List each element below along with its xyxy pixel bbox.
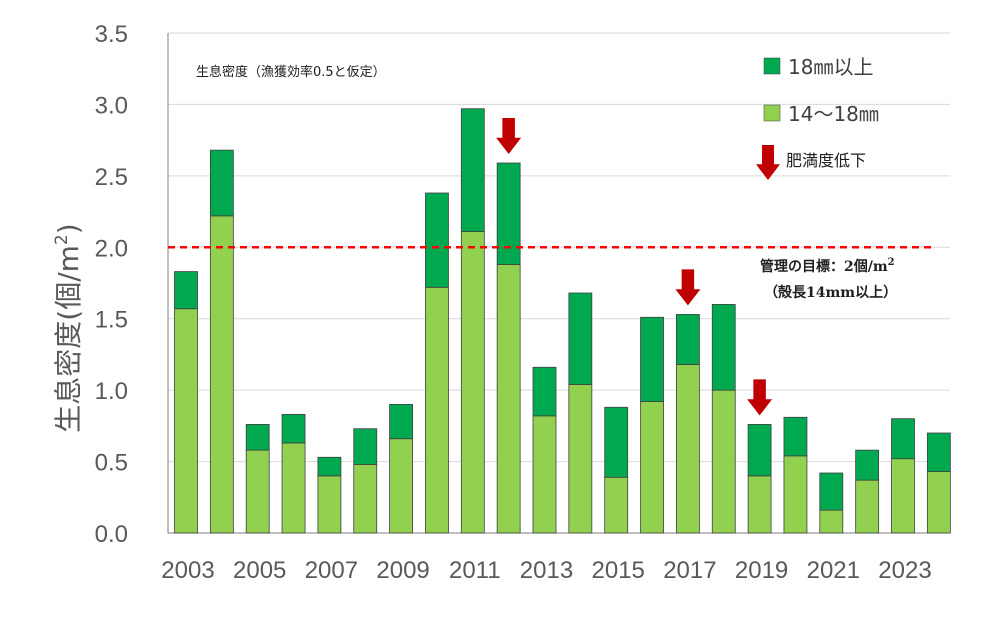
bar-upper-2013 [532,366,557,417]
bar-lower-2004 [209,215,234,534]
bar-upper-2022 [855,449,880,481]
bar-upper-2005 [245,424,270,451]
bar-upper-2015 [604,406,629,478]
bar-upper-2017 [676,314,700,365]
bar-lower-2011 [460,231,485,534]
bar-upper-2007 [317,456,342,477]
bar-lower-2016 [640,401,664,534]
bar-lower-2009 [389,438,414,534]
bar-lower-2008 [353,464,378,534]
y-tick-label: 1.0 [95,378,128,405]
gridlines [167,32,950,534]
bar-lower-2005 [245,449,270,534]
target-label-line2: （殻長14mm以上） [764,284,897,301]
legend-label-lower: 14～18㎜ [788,102,879,126]
bar-upper-2008 [353,428,378,465]
bar-upper-2012 [496,162,521,265]
bar-lower-2019 [747,475,772,534]
legend-swatch-lower [763,104,781,122]
x-tick-label: 2017 [663,557,716,584]
bar-lower-2024 [926,471,951,534]
arrow-down-icon [756,145,780,180]
bar-lower-2015 [604,476,629,534]
bar-upper-2021 [819,472,844,511]
bar-lower-2018 [711,389,736,534]
legend-label-arrow: 肥満度低下 [786,151,866,170]
x-tick-label: 2019 [735,557,788,584]
arrow-down-icon [747,379,773,416]
bar-upper-2016 [640,316,664,402]
bar-lower-2003 [174,308,198,534]
x-tick-label: 2023 [878,557,931,584]
bar-lower-2010 [425,286,449,534]
bar-upper-2018 [711,304,736,391]
bar-lower-2022 [855,479,880,534]
bar-upper-2004 [209,149,234,217]
bar-upper-2024 [926,432,951,472]
arrow-down-icon [675,269,701,306]
x-tick-label: 2005 [233,557,286,584]
legend-swatch-upper [763,57,781,75]
bar-lower-2014 [568,384,593,534]
bar-lower-2017 [676,364,700,534]
bars-group [174,108,951,534]
y-tick-label: 0.5 [95,450,128,477]
x-tick-label: 2013 [520,557,573,584]
y-tick-label: 2.0 [95,235,128,262]
y-tick-label: 1.5 [95,307,128,334]
bar-lower-2020 [783,455,808,534]
bar-lower-2021 [819,509,844,534]
y-tick-label: 3.0 [95,92,128,119]
bar-upper-2011 [460,108,485,232]
bar-upper-2009 [389,404,414,440]
arrow-down-icon [496,118,522,154]
x-tick-labels: 2003 2005 2007 2009 2011 2013 2015 2017 2019 2021… [161,557,931,584]
bar-upper-2014 [568,292,593,385]
bar-lower-2007 [317,475,342,534]
y-tick-labels: 0.0 0.5 1.0 1.5 2.0 2.5 3.0 3.5 [95,21,128,548]
bar-upper-2010 [425,192,449,288]
bar-lower-2012 [496,264,521,534]
bar-upper-2023 [891,418,915,460]
x-tick-label: 2007 [305,557,358,584]
x-tick-label: 2003 [161,557,214,584]
x-tick-label: 2021 [807,557,860,584]
bar-upper-2006 [281,414,306,444]
bar-lower-2013 [532,415,557,534]
y-tick-label: 2.5 [95,164,128,191]
bar-upper-2003 [174,271,198,310]
legend: 18㎜以上 14～18㎜ 肥満度低下 [756,55,879,180]
bar-lower-2006 [281,442,306,534]
y-tick-label: 3.5 [95,21,128,48]
y-tick-label: 0.0 [95,521,128,548]
y-axis-label: 生息密度(個/m2) [52,223,85,432]
arrows-group [496,118,773,416]
bar-lower-2023 [891,458,915,534]
x-tick-label: 2015 [592,557,645,584]
x-tick-label: 2009 [376,557,429,584]
bar-upper-2020 [783,416,808,457]
legend-label-upper: 18㎜以上 [788,55,873,79]
legend-arrow-icon [756,145,780,180]
bar-upper-2019 [747,424,772,477]
target-label-line1: 管理の目標：2個/m2 [760,257,895,275]
x-tick-label: 2011 [449,557,501,584]
chart-subtitle: 生息密度（漁獲効率0.5と仮定） [196,64,386,80]
